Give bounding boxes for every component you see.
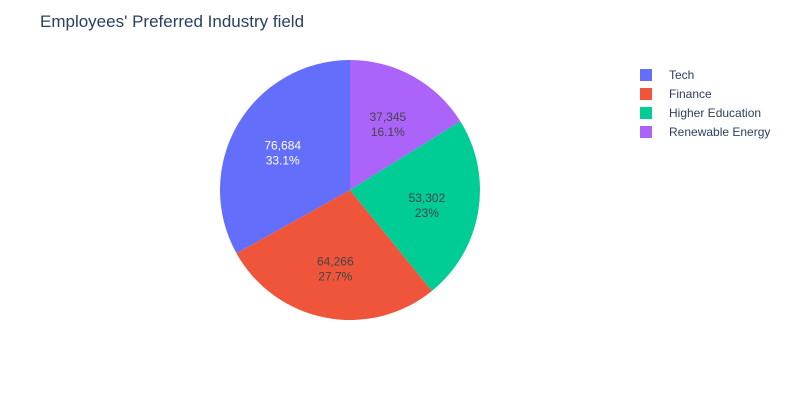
legend-swatch	[640, 125, 652, 138]
pie-slice-tech[interactable]	[219, 60, 350, 254]
slice-percent-label: 33.1%	[266, 154, 300, 168]
legend-item-renewable-energy[interactable]: Renewable Energy	[640, 122, 770, 141]
slice-percent-label: 23%	[415, 206, 439, 220]
legend-label: Renewable Energy	[669, 124, 771, 139]
pie-slice-finance[interactable]	[236, 190, 432, 320]
legend-swatch	[640, 87, 652, 100]
pie-slice-renewable-energy[interactable]	[350, 60, 461, 190]
slice-value-label: 53,302	[409, 191, 446, 205]
slice-label-tech: 76,684 33.1%	[264, 139, 301, 168]
slice-label-finance: 64,266 27.7%	[317, 255, 354, 284]
slice-label-higher-education: 53,302 23%	[409, 191, 446, 220]
legend-item-finance[interactable]: Finance	[640, 84, 770, 103]
legend-label: Tech	[669, 67, 695, 82]
legend-swatch	[640, 68, 652, 81]
slice-value-label: 37,345	[369, 110, 406, 124]
legend-label: Finance	[669, 86, 712, 101]
slice-percent-label: 27.7%	[318, 270, 352, 284]
legend-item-higher-education[interactable]: Higher Education	[640, 103, 770, 122]
legend-item-tech[interactable]: Tech	[640, 65, 770, 84]
chart-title: Employees' Preferred Industry field	[40, 12, 305, 31]
legend-label: Higher Education	[669, 105, 762, 120]
pie-slice-higher-education[interactable]	[350, 121, 480, 291]
slice-value-label: 76,684	[264, 139, 301, 153]
legend: Tech Finance Higher Education Renewable Ene…	[640, 65, 770, 141]
slice-value-label: 64,266	[317, 255, 354, 269]
slice-percent-label: 16.1%	[371, 125, 405, 139]
slice-label-renewable-energy: 37,345 16.1%	[369, 110, 406, 139]
legend-swatch	[640, 106, 652, 119]
